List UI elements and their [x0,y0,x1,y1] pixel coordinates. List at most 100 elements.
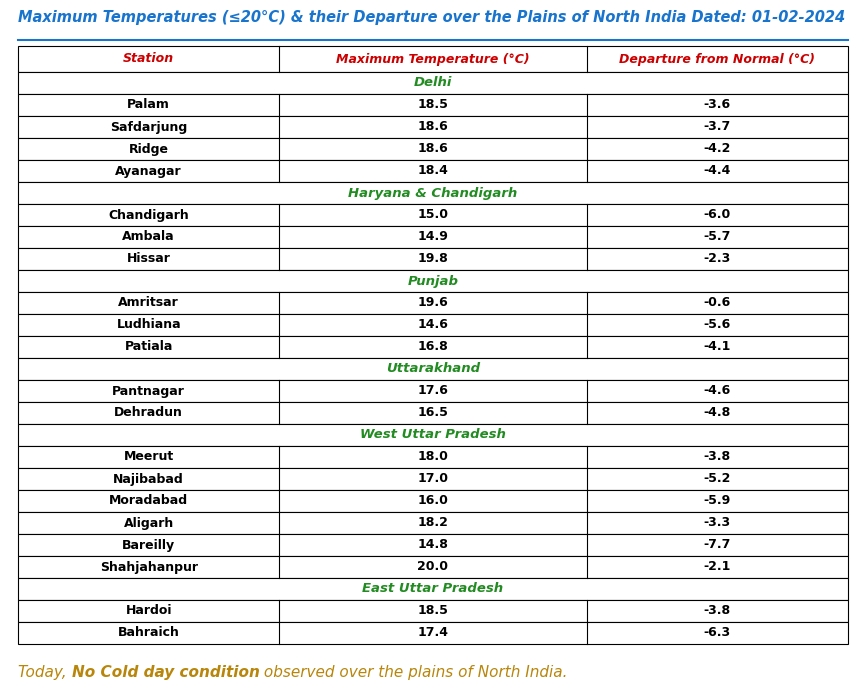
Text: Maximum Temperature (°C): Maximum Temperature (°C) [336,52,530,65]
Text: -5.2: -5.2 [703,473,731,486]
Text: Moradabad: Moradabad [109,494,188,507]
Text: 18.0: 18.0 [417,451,449,464]
Bar [18,72,848,94]
Text: 19.6: 19.6 [417,296,449,309]
Text: Station: Station [123,52,174,65]
Text: 16.5: 16.5 [417,407,449,419]
Text: Uttarakhand: Uttarakhand [386,362,480,375]
Bar [18,556,848,578]
Bar [18,380,848,402]
Text: -3.7: -3.7 [704,121,731,133]
Bar [18,600,848,622]
Text: Today,: Today, [18,665,72,680]
Text: Patiala: Patiala [125,340,173,353]
Text: Hardoi: Hardoi [126,605,172,618]
Text: -6.3: -6.3 [704,627,731,639]
Text: Departure from Normal (°C): Departure from Normal (°C) [619,52,815,65]
Bar [18,314,848,336]
Text: 19.8: 19.8 [417,253,449,266]
Text: -5.9: -5.9 [704,494,731,507]
Bar [18,424,848,446]
Bar [18,116,848,138]
Text: Aligarh: Aligarh [124,516,174,530]
Bar [18,490,848,512]
Text: 16.8: 16.8 [417,340,449,353]
Bar [18,94,848,116]
Text: 17.0: 17.0 [417,473,449,486]
Text: Dehradun: Dehradun [114,407,184,419]
Bar [18,46,848,72]
Bar [18,138,848,160]
Bar [18,292,848,314]
Text: Haryana & Chandigarh: Haryana & Chandigarh [348,187,518,200]
Text: Ambala: Ambala [122,230,175,244]
Text: 15.0: 15.0 [417,208,449,221]
Bar [18,270,848,292]
Bar [18,534,848,556]
Text: Ludhiana: Ludhiana [116,319,181,332]
Text: 16.0: 16.0 [417,494,449,507]
Bar [18,446,848,468]
Text: 20.0: 20.0 [417,560,449,573]
Bar [18,358,848,380]
Text: -4.4: -4.4 [703,165,731,178]
Text: 18.5: 18.5 [417,99,449,112]
Text: 17.4: 17.4 [417,627,449,639]
Text: -3.8: -3.8 [704,451,731,464]
Text: Meerut: Meerut [124,451,174,464]
Text: 18.6: 18.6 [417,121,449,133]
Text: -4.6: -4.6 [704,385,731,398]
Text: 18.6: 18.6 [417,142,449,155]
Text: Ayanagar: Ayanagar [115,165,182,178]
Text: -4.8: -4.8 [704,407,731,419]
Text: No Cold day condition: No Cold day condition [72,665,260,680]
Bar [18,248,848,270]
Text: -6.0: -6.0 [704,208,731,221]
Text: -2.3: -2.3 [704,253,731,266]
Text: East Uttar Pradesh: East Uttar Pradesh [363,582,503,595]
Text: Ridge: Ridge [129,142,169,155]
Text: -3.8: -3.8 [704,605,731,618]
Text: Delhi: Delhi [414,76,452,89]
Bar [18,622,848,644]
Text: Shahjahanpur: Shahjahanpur [100,560,197,573]
Text: 18.2: 18.2 [417,516,449,530]
Text: 17.6: 17.6 [417,385,449,398]
Bar [18,402,848,424]
Text: Palam: Palam [127,99,170,112]
Text: -5.6: -5.6 [704,319,731,332]
Text: -4.2: -4.2 [703,142,731,155]
Text: -7.7: -7.7 [703,539,731,552]
Bar [18,226,848,248]
Text: -2.1: -2.1 [703,560,731,573]
Text: -3.6: -3.6 [704,99,731,112]
Text: 18.5: 18.5 [417,605,449,618]
Text: 14.9: 14.9 [417,230,449,244]
Text: Safdarjung: Safdarjung [110,121,187,133]
Text: Bahraich: Bahraich [118,627,179,639]
Text: Pantnagar: Pantnagar [113,385,185,398]
Bar [18,468,848,490]
Text: -5.7: -5.7 [703,230,731,244]
Text: Chandigarh: Chandigarh [108,208,189,221]
Bar [18,182,848,204]
Text: observed over the plains of North India.: observed over the plains of North India. [260,665,568,680]
Text: Najibabad: Najibabad [113,473,184,486]
Text: -4.1: -4.1 [703,340,731,353]
Bar [18,160,848,182]
Text: 18.4: 18.4 [417,165,449,178]
Text: Amritsar: Amritsar [119,296,179,309]
Text: -0.6: -0.6 [704,296,731,309]
Text: Bareilly: Bareilly [122,539,175,552]
Text: Hissar: Hissar [126,253,171,266]
Bar [18,578,848,600]
Text: Punjab: Punjab [408,274,458,287]
Bar [18,512,848,534]
Text: Maximum Temperatures (≤20°C) & their Departure over the Plains of North India Da: Maximum Temperatures (≤20°C) & their Dep… [18,10,845,25]
Text: 14.6: 14.6 [417,319,449,332]
Text: 14.8: 14.8 [417,539,449,552]
Text: West Uttar Pradesh: West Uttar Pradesh [360,428,506,441]
Bar [18,204,848,226]
Text: -3.3: -3.3 [704,516,731,530]
Bar [18,336,848,358]
